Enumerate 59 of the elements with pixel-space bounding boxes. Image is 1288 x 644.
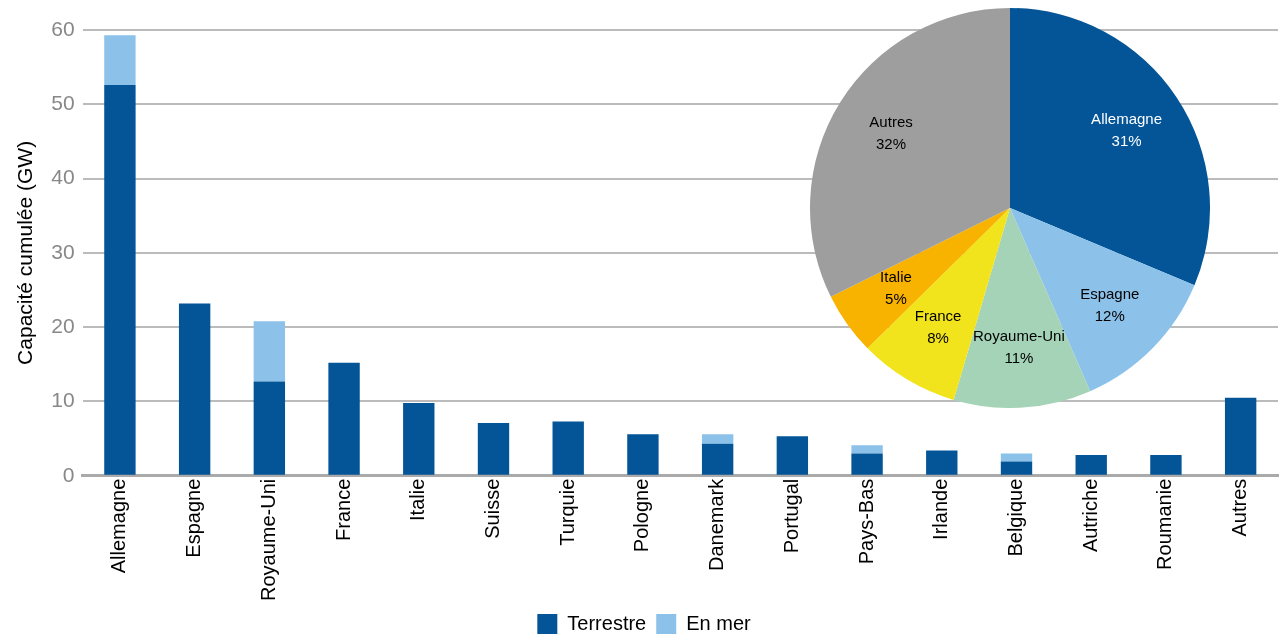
slice-label: France <box>914 307 962 325</box>
x-tick-label: Royaume-Uni <box>256 478 279 601</box>
y-tick-label: 40 <box>51 165 75 189</box>
bar <box>701 434 734 444</box>
bar <box>1224 397 1257 475</box>
x-tick-label: Irlande <box>929 478 952 540</box>
bar <box>627 434 659 475</box>
data-label: 12% <box>1094 307 1125 325</box>
bar <box>1000 461 1033 475</box>
x-tick-label: Belgique <box>1004 478 1027 557</box>
x-tick-label: Allemagne <box>107 478 130 574</box>
y-tick-label: 10 <box>51 388 75 412</box>
x-tick-label: Roumanie <box>1153 478 1176 570</box>
bar <box>1150 454 1182 475</box>
data-label: 11% <box>1004 348 1034 366</box>
bar <box>253 381 286 475</box>
bar <box>701 443 734 475</box>
y-tick-label: 60 <box>51 16 75 40</box>
y-tick-label: 30 <box>51 239 75 263</box>
slice-label: Royaume-Uni <box>973 326 1065 344</box>
x-tick-label: Italie <box>406 478 429 521</box>
bar <box>178 303 211 475</box>
bar <box>552 421 584 475</box>
legend-label: Terrestre <box>567 611 647 634</box>
data-label: 31% <box>1111 131 1142 149</box>
bar <box>851 453 883 475</box>
data-label: 8% <box>927 329 949 347</box>
bar <box>253 321 286 382</box>
x-tick-label: Pays-Bas <box>854 478 877 565</box>
data-label: 5% <box>885 290 907 308</box>
slice-label: Espagne <box>1080 285 1140 303</box>
x-tick-label: Autriche <box>1078 478 1101 553</box>
legend-label: En mer <box>686 611 752 634</box>
x-tick-label: Autres <box>1228 478 1251 537</box>
bar <box>851 445 883 454</box>
bar <box>1075 454 1107 475</box>
x-tick-label: Espagne <box>182 478 205 558</box>
x-tick-label: France <box>331 478 354 541</box>
bar <box>403 402 435 475</box>
bar <box>104 84 136 475</box>
x-tick-label: Portugal <box>779 478 802 554</box>
bar <box>104 35 136 85</box>
x-tick-label: Suisse <box>481 478 504 539</box>
bar <box>926 450 958 475</box>
data-label: 32% <box>876 135 907 153</box>
y-axis-title: Capacité cumulée (GW) <box>13 140 37 365</box>
bar <box>328 362 360 475</box>
slice-label: Italie <box>880 268 912 286</box>
x-tick-label: Pologne <box>630 478 653 553</box>
bar <box>1000 453 1033 462</box>
x-tick-label: Turquie <box>555 478 578 546</box>
y-tick-label: 0 <box>62 462 75 486</box>
slice-label: Allemagne <box>1091 109 1163 127</box>
slice-label: Autres <box>869 113 913 131</box>
bar <box>776 436 809 475</box>
y-tick-label: 50 <box>51 91 75 115</box>
x-tick-label: Danemark <box>705 477 728 571</box>
y-tick-label: 20 <box>51 313 75 337</box>
bar <box>477 422 510 475</box>
